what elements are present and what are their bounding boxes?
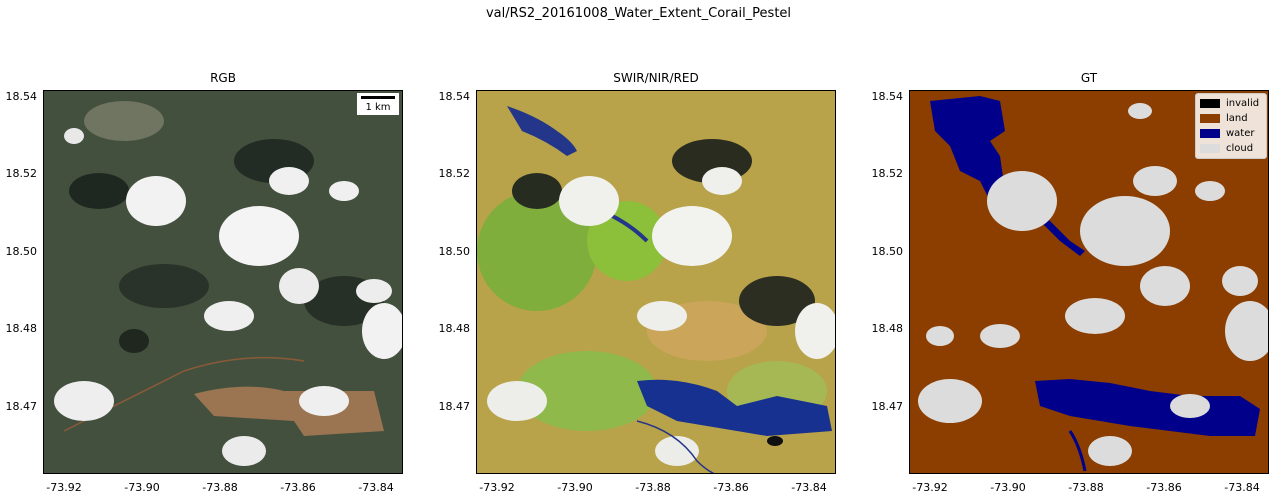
legend-item-invalid: invalid	[1200, 96, 1259, 110]
xtick-label: -73.84	[358, 481, 394, 494]
scale-bar: 1 km	[357, 93, 399, 115]
ytick-label: 18.52	[438, 167, 471, 180]
legend-swatch-land	[1200, 113, 1220, 123]
ytick-label: 18.50	[871, 245, 904, 258]
ytick-label: 18.52	[5, 167, 38, 180]
ytick-label: 18.54	[5, 90, 38, 103]
figure-suptitle: val/RS2_20161008_Water_Extent_Corail_Pes…	[485, 6, 792, 21]
ytick-label: 18.47	[5, 400, 38, 413]
legend-item-water: water	[1200, 126, 1255, 140]
xtick-label: -73.86	[713, 481, 749, 494]
xtick-label: -73.84	[1224, 481, 1260, 494]
ytick-label: 18.48	[438, 322, 471, 335]
legend-label-invalid: invalid	[1226, 97, 1260, 109]
ytick-label: 18.47	[871, 400, 904, 413]
xtick-label: -73.84	[791, 481, 827, 494]
legend-item-land: land	[1200, 111, 1248, 125]
xtick-label: -73.92	[912, 481, 948, 494]
ytick-label: 18.48	[5, 322, 38, 335]
xtick-label: -73.86	[280, 481, 316, 494]
xtick-label: -73.88	[1068, 481, 1104, 494]
ytick-label: 18.52	[871, 167, 904, 180]
ytick-label: 18.50	[438, 245, 471, 258]
legend-item-cloud: cloud	[1200, 141, 1253, 155]
legend-swatch-cloud	[1200, 143, 1220, 153]
xtick-label: -73.88	[635, 481, 671, 494]
xtick-label: -73.90	[990, 481, 1026, 494]
legend-swatch-water	[1200, 128, 1220, 138]
rgb-image-panel: 1 km	[43, 90, 403, 474]
legend-label-water: water	[1226, 127, 1255, 139]
xtick-label: -73.86	[1146, 481, 1182, 494]
ytick-label: 18.50	[5, 245, 38, 258]
rgb-image	[44, 91, 402, 473]
panel-title-swir: SWIR/NIR/RED	[613, 71, 699, 85]
legend-label-cloud: cloud	[1226, 142, 1254, 154]
panel-title-rgb: RGB	[210, 71, 236, 85]
xtick-label: -73.88	[202, 481, 238, 494]
legend-label-land: land	[1226, 112, 1248, 124]
xtick-label: -73.92	[46, 481, 82, 494]
swir-image	[477, 91, 835, 473]
ytick-label: 18.47	[438, 400, 471, 413]
swir-image-panel	[476, 90, 836, 474]
ytick-label: 18.54	[871, 90, 904, 103]
xtick-label: -73.90	[124, 481, 160, 494]
gt-legend: invalid land water cloud	[1195, 93, 1267, 159]
xtick-label: -73.90	[557, 481, 593, 494]
ytick-label: 18.48	[871, 322, 904, 335]
ytick-label: 18.54	[438, 90, 471, 103]
scale-bar-line	[361, 96, 395, 99]
scale-bar-label: 1 km	[365, 102, 391, 113]
legend-swatch-invalid	[1200, 98, 1220, 108]
panel-title-gt: GT	[1080, 71, 1098, 85]
xtick-label: -73.92	[479, 481, 515, 494]
